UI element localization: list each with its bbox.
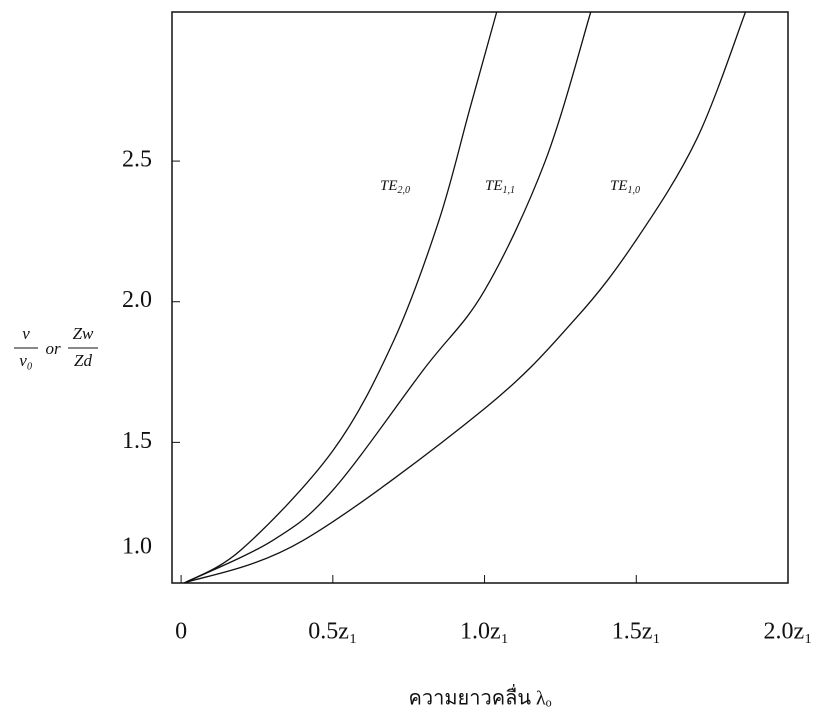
x-tick-label: 0: [175, 619, 187, 645]
series-line: [183, 11, 592, 584]
x-tick-label: 1.0z₁: [460, 619, 509, 645]
y-label-part: Zw: [73, 324, 94, 343]
x-tick-label: 0.5z₁: [308, 619, 357, 645]
series-line: [183, 11, 747, 584]
y-tick-label: 2.5: [122, 147, 152, 173]
series-label: TE2,0: [380, 178, 410, 196]
y-axis-label: ν ν₀ or Zw Zd: [14, 324, 98, 370]
x-tick-label: 2.0z₁: [763, 619, 812, 645]
y-label-part: ν: [22, 324, 30, 343]
y-tick-label: 2.0: [122, 287, 152, 313]
y-label-part: or: [45, 339, 61, 358]
series-line: [183, 11, 498, 584]
y-label-part: ν₀: [19, 351, 33, 370]
x-axis-label: ความยาวคลื่น λₒ: [409, 684, 552, 710]
y-label-part: Zd: [74, 351, 92, 370]
y-tick-label: 1.5: [122, 428, 152, 454]
plot-frame: [171, 11, 789, 584]
series-label: TE1,1: [485, 178, 515, 196]
series-label: TE1,0: [610, 178, 640, 196]
x-tick-label: 1.5z₁: [612, 619, 661, 645]
y-tick-label: 1.0: [122, 534, 152, 560]
